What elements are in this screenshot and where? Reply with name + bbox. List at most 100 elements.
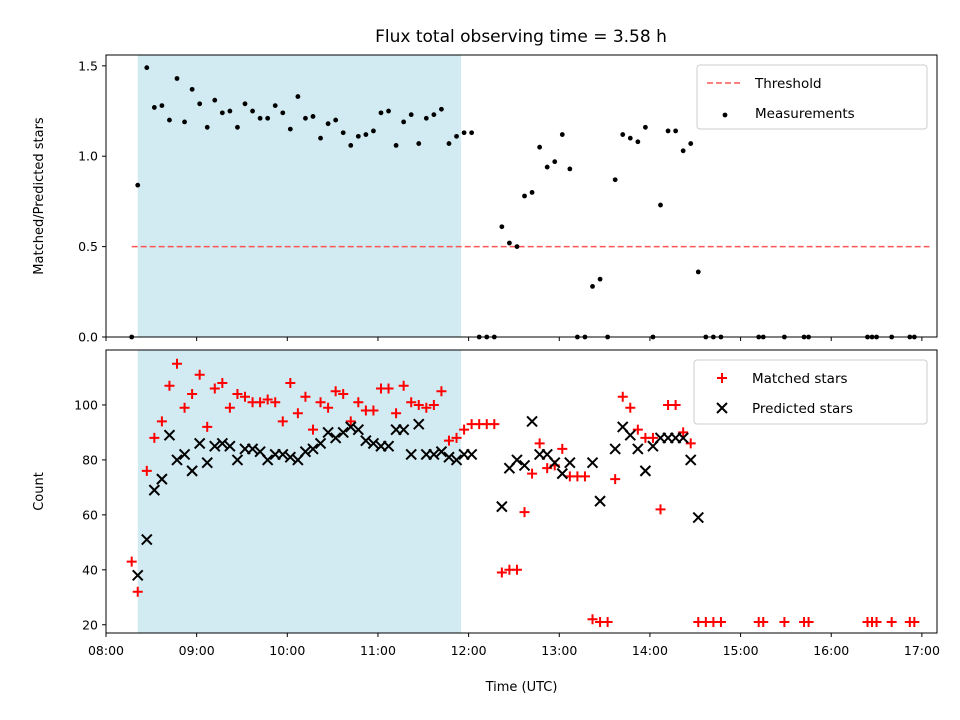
measurement-point — [416, 141, 422, 146]
measurement-point — [287, 126, 293, 132]
measurement-point — [212, 97, 218, 103]
matched-star-point — [715, 617, 726, 628]
measurement-point — [454, 133, 459, 139]
predicted-star-point — [171, 454, 183, 466]
y-tick-label: 60 — [82, 507, 98, 522]
matched-star-point — [132, 586, 143, 597]
matched-star-point — [262, 394, 273, 405]
measurement-point — [499, 224, 505, 230]
measurement-point — [688, 141, 694, 146]
legend-label: Measurements — [755, 106, 855, 122]
predicted-star-point — [405, 448, 417, 461]
measurement-point — [537, 144, 543, 150]
measurement-point — [272, 103, 278, 109]
matched-star-point — [217, 377, 228, 388]
matched-star-point — [285, 377, 296, 388]
predicted-star-point — [178, 448, 191, 461]
matched-star-point — [451, 432, 462, 443]
measurement-point — [295, 94, 301, 99]
measurement-point — [310, 114, 316, 119]
measurement-point — [431, 112, 437, 118]
matched-star-point — [459, 424, 470, 435]
predicted-star-point — [352, 423, 365, 436]
y-axis-label: Count — [32, 472, 47, 511]
matched-star-point — [413, 399, 424, 410]
legend: Threshold Measurements — [696, 64, 928, 130]
measurement-point — [522, 193, 527, 199]
observing-span — [137, 55, 462, 337]
predicted-star-point — [685, 454, 697, 466]
matched-star-point — [164, 380, 175, 391]
measurement-point — [144, 65, 150, 71]
measurement-point — [227, 108, 233, 114]
y-tick-label: 0.5 — [78, 239, 98, 254]
matched-star-point — [300, 391, 311, 402]
legend-matched-swatch — [717, 373, 727, 383]
predicted-star-point — [209, 440, 221, 452]
predicted-star-point — [148, 484, 161, 496]
measurement-point — [333, 117, 339, 123]
x-tick-label: 14:00 — [632, 643, 668, 658]
predicted-star-point — [216, 437, 229, 450]
measurement-point — [167, 117, 172, 123]
predicted-star-point — [624, 429, 636, 441]
measurement-point — [151, 105, 157, 110]
matched-star-point — [428, 399, 439, 410]
legend-label: Predicted stars — [752, 401, 853, 417]
matched-star-point — [534, 438, 545, 449]
measurement-point — [182, 119, 187, 125]
matched-star-point — [803, 617, 814, 628]
measurement-point — [567, 166, 573, 172]
matched-star-point — [345, 416, 356, 427]
measurement-point — [620, 132, 626, 137]
matched-star-point — [368, 405, 379, 416]
measurement-point — [325, 121, 331, 127]
matched-star-point — [255, 397, 266, 408]
matched-star-point — [398, 380, 409, 391]
measurement-point — [242, 101, 248, 107]
y-tick-label: 20 — [82, 617, 98, 632]
predicted-star-point — [224, 440, 236, 452]
measurement-point — [590, 283, 595, 289]
measurement-point — [529, 189, 535, 195]
predicted-star-point — [435, 445, 448, 458]
matched-star-point — [292, 408, 303, 419]
matched-star-point — [909, 617, 920, 628]
predicted-star-point — [367, 437, 380, 450]
matched-star-point — [330, 386, 341, 397]
measurement-point — [363, 132, 369, 137]
measurement-point — [393, 142, 399, 148]
matched-star-point — [232, 388, 243, 399]
matched-star-point — [202, 421, 213, 432]
matched-star-point — [602, 617, 613, 628]
matched-star-point — [647, 432, 658, 443]
matched-star-point — [617, 391, 628, 402]
predicted-star-point — [564, 456, 576, 469]
measurement-point — [378, 110, 384, 116]
measurement-point — [303, 115, 308, 121]
measurement-point — [552, 159, 558, 165]
measurement-point — [257, 115, 263, 121]
matched-star-point — [141, 465, 152, 476]
matched-star-point — [519, 507, 530, 518]
predicted-star-point — [261, 454, 274, 466]
measurement-point — [280, 110, 286, 116]
y-tick-label: 80 — [82, 452, 98, 467]
x-tick-label: 17:00 — [904, 643, 940, 658]
matched-star-point — [149, 432, 160, 443]
x-tick-label: 10:00 — [269, 643, 305, 658]
predicted-star-point — [465, 448, 478, 461]
measurement-point — [423, 115, 429, 121]
predicted-star-point — [360, 434, 372, 447]
matched-star-point — [632, 424, 643, 435]
matched-star-point — [685, 438, 696, 449]
predicted-star-point — [186, 465, 198, 477]
y-tick-label: 0.0 — [78, 330, 98, 345]
x-axis-label: Time (UTC) — [485, 680, 558, 695]
matched-star-point — [194, 369, 205, 380]
measurement-point — [250, 108, 255, 114]
legend-box — [696, 64, 928, 130]
predicted-star-point — [632, 443, 644, 455]
measurement-point — [665, 128, 671, 134]
matched-star-point — [587, 614, 598, 625]
